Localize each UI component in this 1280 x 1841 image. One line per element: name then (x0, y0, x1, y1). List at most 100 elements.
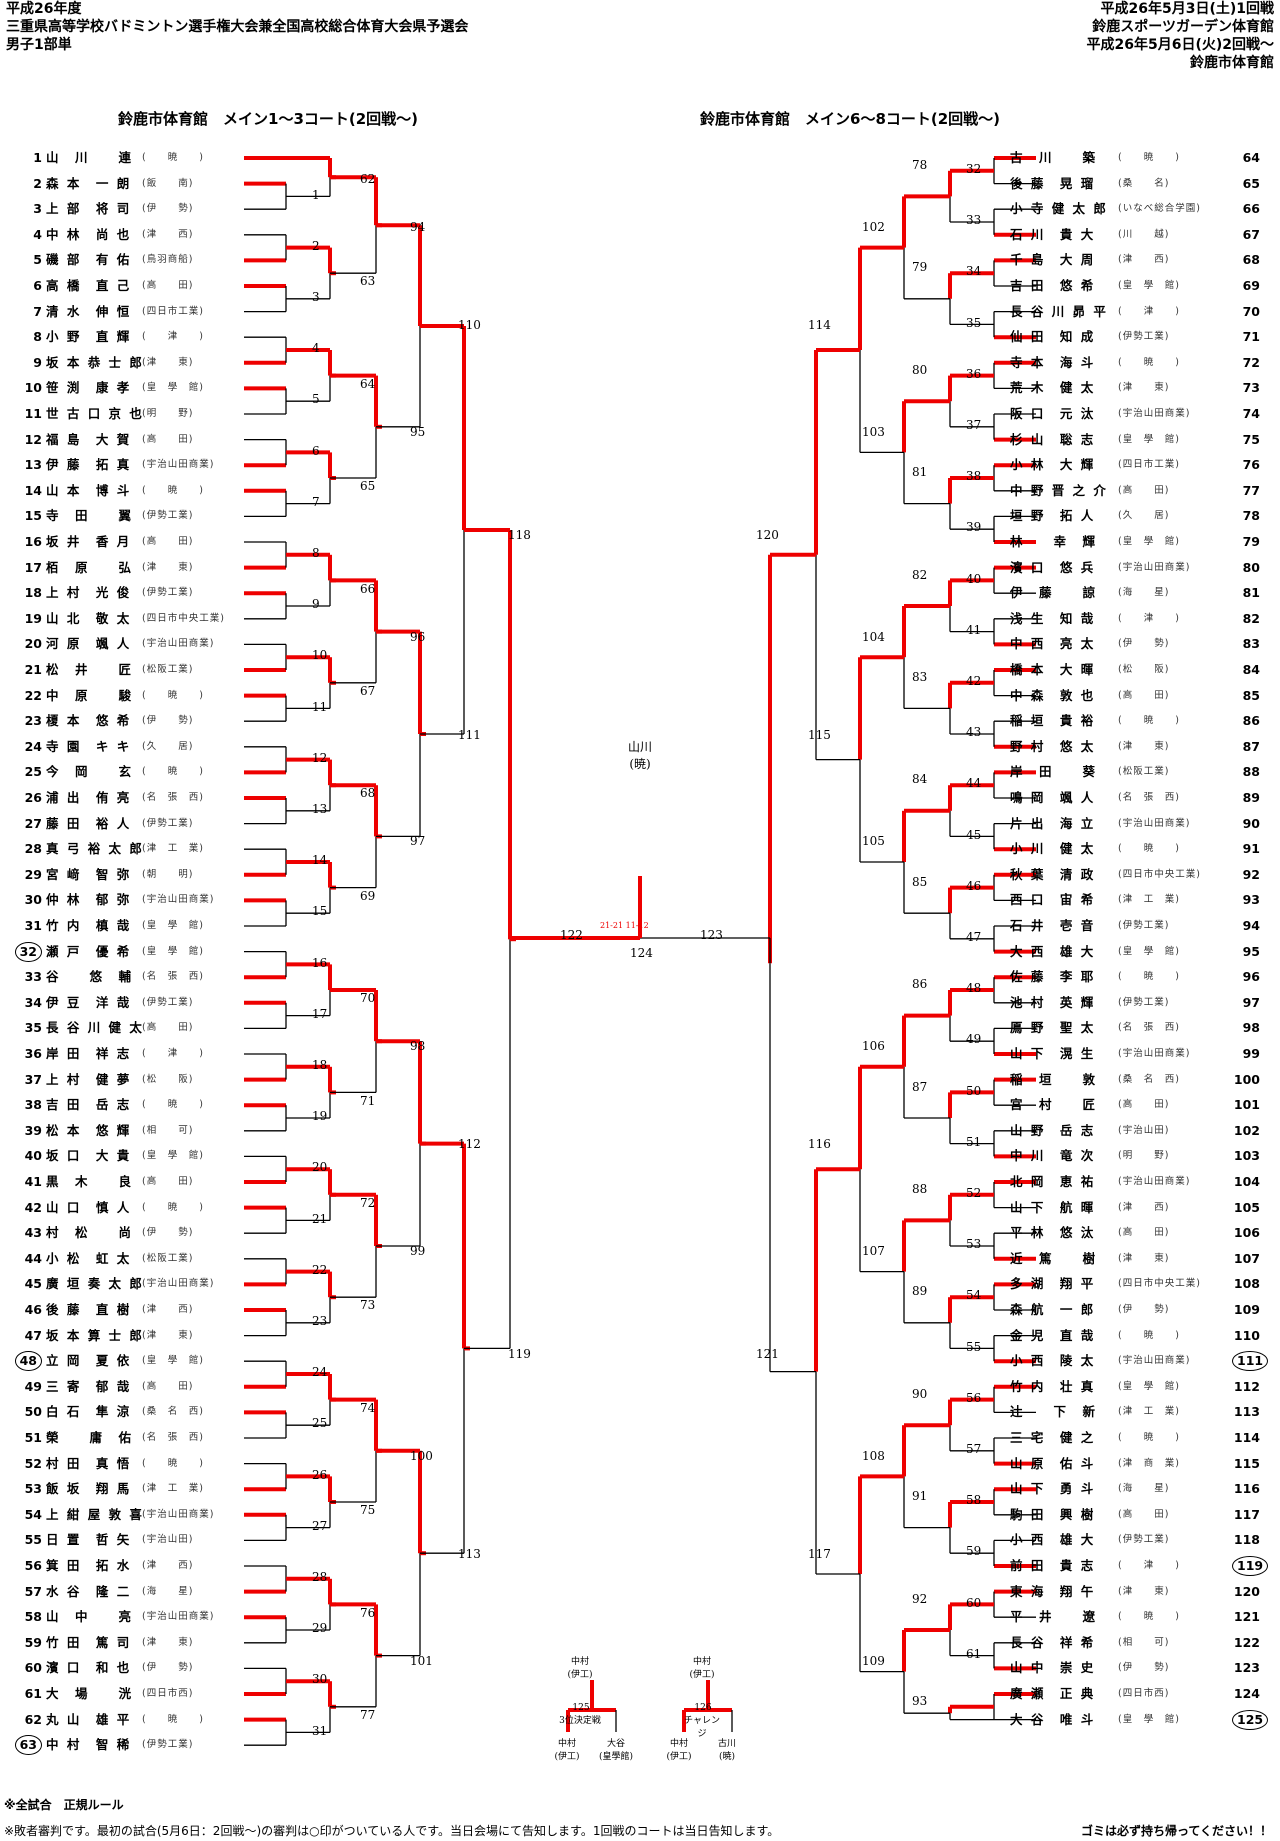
player-school: (明 野) (142, 408, 194, 419)
player-row: 89 鳴 岡 颯 人 (名 張 西) (1010, 786, 1280, 810)
match-number: 122 (560, 928, 583, 942)
player-name: 山 下 勇 斗 (1010, 1481, 1096, 1497)
player-row: 39 松 本 悠 輝 (相 可) (0, 1119, 270, 1143)
match-number: 80 (912, 362, 928, 377)
player-row: 82 浅 生 知 哉 ( 津 ) (1010, 607, 1280, 631)
player-row: 21 松 井 匠 (松阪工業) (0, 658, 270, 682)
player-school: (伊 勢) (142, 203, 194, 215)
player-school: (伊勢工業) (142, 510, 194, 522)
player-name: 中 野 晋 之 介 (1010, 482, 1108, 498)
player-school: (四日市工業) (142, 305, 204, 317)
player-row: 22 中 原 駿 ( 暁 ) (0, 684, 270, 708)
player-row: 42 山 口 慎 人 ( 暁 ) (0, 1196, 270, 1220)
match-number: 37 (966, 418, 982, 432)
player-school: ( 津 ) (142, 331, 204, 343)
player-name: 小 寺 健 太 郎 (1010, 201, 1108, 217)
player-name: 笹 渕 康 孝 (46, 380, 132, 396)
player-name: 石 井 壱 音 (1010, 918, 1096, 933)
player-number: 82 (1242, 610, 1260, 626)
match-number: 113 (458, 1546, 481, 1561)
player-name: 水 谷 隆 二 (46, 1583, 132, 1599)
match-number: 67 (360, 684, 376, 698)
match-number: 3 (312, 290, 320, 304)
player-school: (皇 學 館) (1118, 536, 1180, 547)
player-number: 122 (1233, 1634, 1260, 1650)
player-school: (伊 勢) (1118, 638, 1170, 650)
player-school: (松阪工業) (1118, 766, 1170, 778)
player-school: (宇治山田商業) (1118, 817, 1191, 829)
player-row: 40 坂 口 大 貴 (皇 學 館) (0, 1144, 270, 1168)
player-school: (皇 學 館) (142, 382, 204, 394)
player-row: 124 廣 瀬 正 典 (四日市西) (1010, 1682, 1280, 1706)
match-number: 33 (966, 213, 982, 228)
match-number: 65 (360, 479, 376, 494)
player-row: 121 平 井 遼 ( 暁 ) (1010, 1605, 1280, 1629)
player-number: 46 (24, 1302, 42, 1317)
player-name: 竹 田 篤 司 (46, 1634, 132, 1650)
player-number: 16 (24, 534, 42, 549)
third-place-no: 125 (572, 1703, 590, 1713)
player-school: ( 暁 ) (1118, 1611, 1180, 1623)
player-name: 小 川 健 太 (1010, 841, 1096, 857)
player-row: 60 濱 口 和 也 (伊 勢) (0, 1656, 270, 1680)
player-name: 仙 田 知 成 (1010, 329, 1096, 345)
player-row: 91 小 川 健 太 ( 暁 ) (1010, 837, 1280, 861)
match-number: 14 (312, 853, 328, 868)
player-school: ( 暁 ) (1118, 356, 1180, 368)
player-row: 17 栢 原 弘 (津 東) (0, 556, 270, 580)
player-number: 59 (24, 1634, 42, 1650)
player-number: 37 (24, 1071, 42, 1087)
player-school: ( 暁 ) (142, 1713, 204, 1725)
player-school: ( 暁 ) (1118, 971, 1180, 983)
player-number: 104 (1233, 1174, 1260, 1189)
player-school: (四日市中央工業) (1118, 868, 1201, 880)
player-row: 66 小 寺 健 太 郎 (いなべ総合学園) (1010, 197, 1280, 221)
match-number: 4 (312, 341, 320, 356)
player-school: ( 津 ) (1118, 305, 1180, 317)
player-number: 21 (24, 662, 42, 677)
player-number: 54 (24, 1506, 42, 1522)
player-school: (皇 學 館) (142, 920, 204, 931)
player-name: 磯 部 有 佑 (46, 252, 132, 268)
player-name: 山 原 佑 斗 (1010, 1455, 1096, 1471)
match-number: 106 (862, 1039, 885, 1054)
player-school: (津 東) (1118, 740, 1170, 752)
player-row: 10 笹 渕 康 孝 (皇 學 館) (0, 376, 270, 400)
player-school: (津 西) (1118, 254, 1170, 266)
player-row: 62 丸 山 雄 平 ( 暁 ) (0, 1708, 270, 1732)
player-name: 大 西 雄 大 (1010, 943, 1096, 959)
player-row: 43 村 松 尚 (伊 勢) (0, 1221, 270, 1245)
player-number: 68 (1242, 252, 1260, 268)
player-name: 竹 内 壮 真 (1010, 1378, 1096, 1394)
match-number: 53 (966, 1237, 982, 1252)
player-row: 6 高 橋 直 己 (高 田) (0, 274, 270, 298)
player-name: 杉 山 聡 志 (1010, 431, 1096, 447)
player-number: 103 (1233, 1148, 1260, 1164)
player-row: 97 池 村 英 輝 (伊勢工業) (1010, 991, 1280, 1015)
player-number: 11 (24, 406, 42, 421)
match-number: 36 (966, 366, 982, 381)
match-number: 97 (410, 834, 426, 849)
player-row: 85 中 森 敦 也 (高 田) (1010, 684, 1280, 708)
match-number: 124 (630, 946, 653, 960)
player-school: (伊勢工業) (1118, 996, 1170, 1008)
match-number: 68 (360, 786, 376, 801)
player-name: 坂 本 恭 士 郎 (46, 354, 144, 370)
player-number: 71 (1242, 329, 1260, 345)
player-number: 27 (24, 815, 42, 831)
player-name: 鳴 岡 颯 人 (1010, 790, 1096, 805)
player-number: 32 (14, 940, 42, 964)
match-number: 45 (966, 827, 982, 842)
player-row: 79 林 幸 輝 (皇 學 館) (1010, 530, 1280, 554)
player-name: 前 田 貴 志 (1010, 1558, 1096, 1573)
player-school: (名 張 西) (1118, 1022, 1180, 1034)
player-name: 山 下 滉 生 (1010, 1046, 1096, 1061)
player-row: 51 榮 庸 佑 (名 張 西) (0, 1426, 270, 1450)
player-name: 古 川 築 (1010, 150, 1098, 165)
player-school: (宇治山田商業) (142, 638, 215, 650)
match-number: 107 (862, 1244, 885, 1258)
match-number: 100 (410, 1448, 433, 1463)
match-number: 2 (312, 238, 320, 253)
